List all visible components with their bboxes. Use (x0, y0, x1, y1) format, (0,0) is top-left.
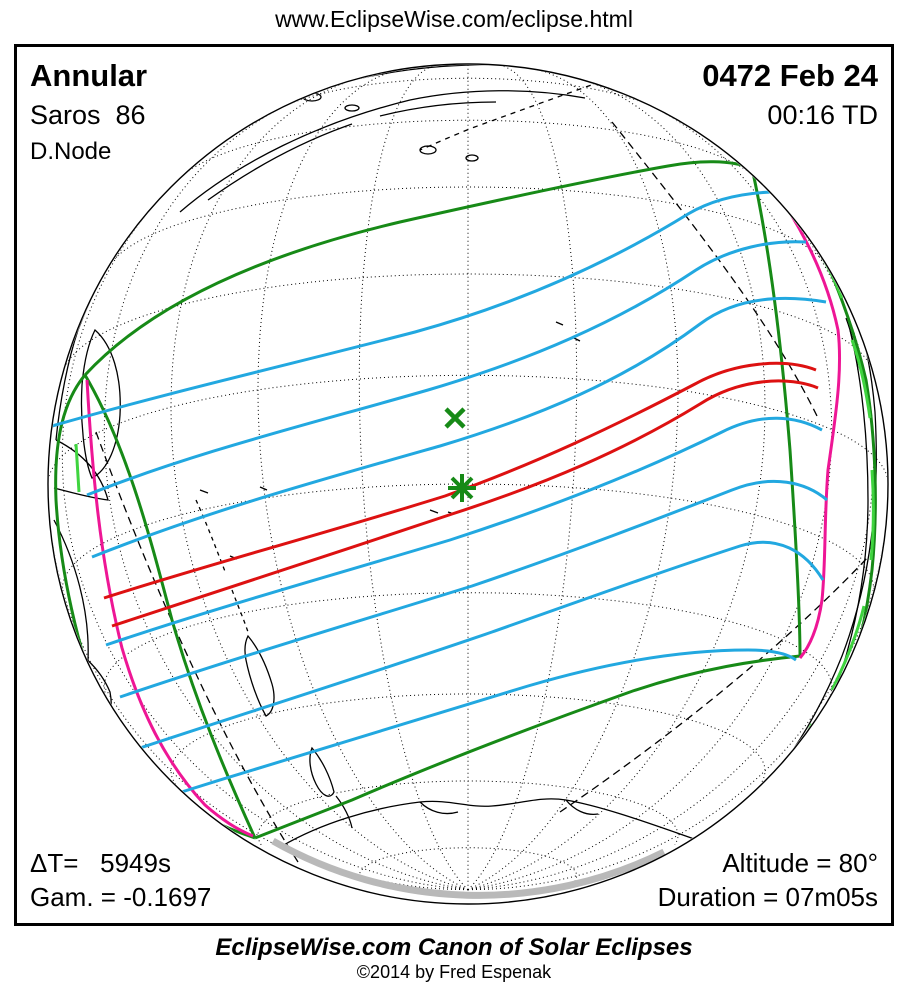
delta-t-label: ΔT= 5949s (30, 848, 171, 878)
footer-copyright: ©2014 by Fred Espenak (356, 962, 552, 982)
greatest-eclipse-marker (448, 474, 476, 502)
footer-title: EclipseWise.com Canon of Solar Eclipses (215, 934, 693, 961)
altitude-label: Altitude = 80° (722, 848, 878, 878)
limb-shading (271, 837, 666, 899)
page-url-text: www.EclipseWise.com/eclipse.html (275, 6, 633, 32)
eclipse-type-label: Annular (30, 58, 148, 93)
eclipse-date-label: 0472 Feb 24 (702, 58, 878, 93)
sunrise-sunset-curves (85, 165, 842, 838)
magnitude-curves (51, 190, 828, 797)
duration-label: Duration = 07m05s (657, 882, 878, 912)
annular-path-curves (103, 361, 819, 628)
node-label: D.Node (30, 138, 112, 165)
terminator-dashed-lines (95, 121, 870, 863)
globe-limb (47, 63, 889, 905)
saros-label: Saros 86 (30, 100, 146, 130)
gamma-label: Gam. = -0.1697 (30, 882, 212, 912)
eclipse-time-label: 00:16 TD (767, 100, 878, 130)
greatest-duration-marker (444, 407, 466, 429)
